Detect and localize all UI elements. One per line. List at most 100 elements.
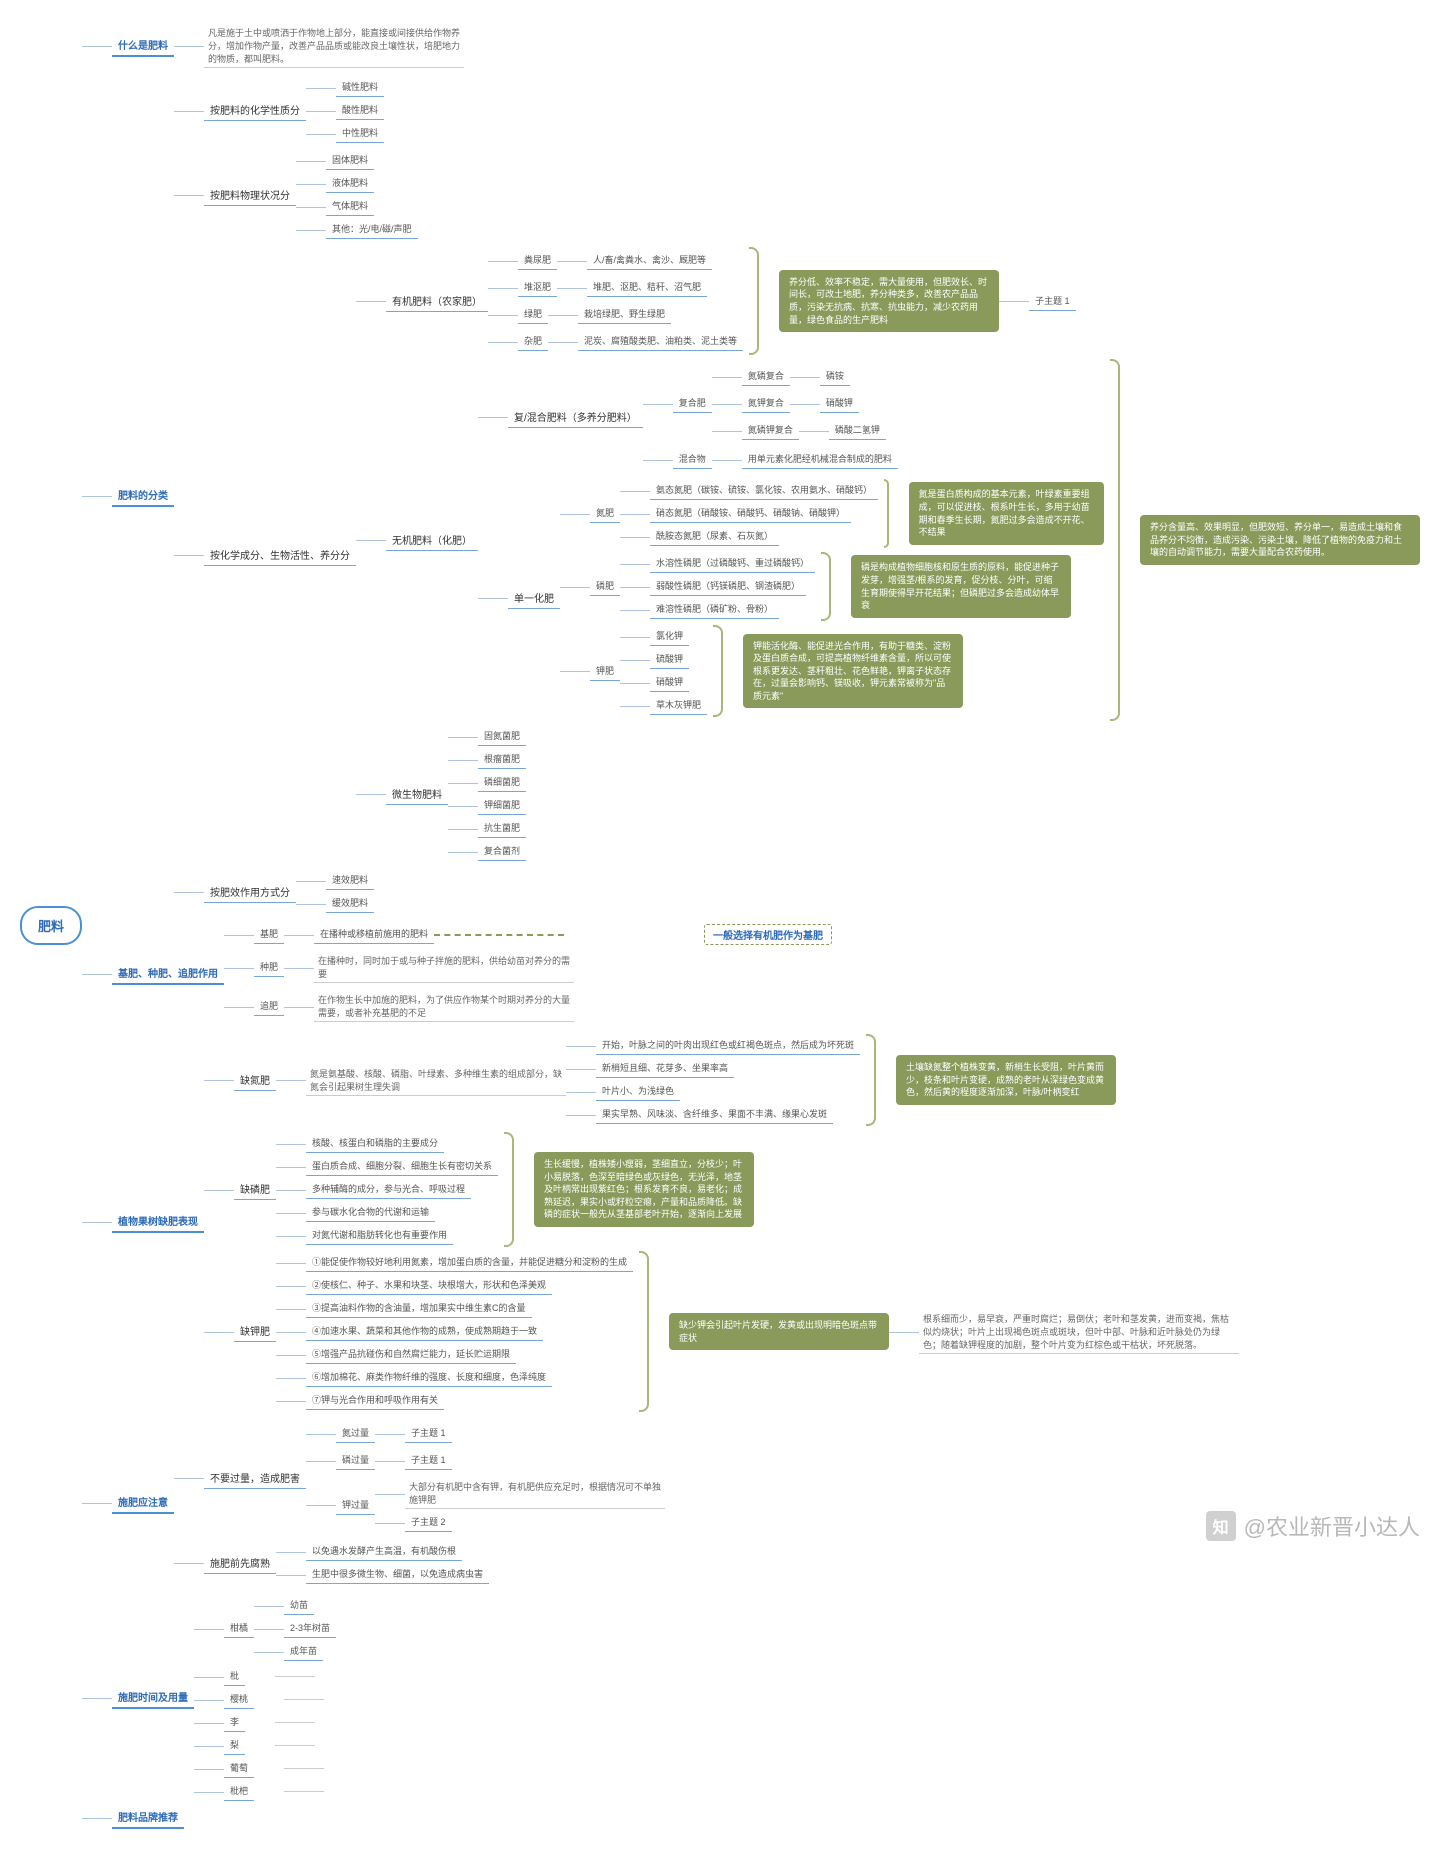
o3[interactable]: 梨: [224, 1736, 245, 1755]
ca-r2k[interactable]: 钾过量: [336, 1496, 375, 1515]
chem-2[interactable]: 中性肥料: [336, 124, 384, 143]
def-n-note: 土壤缺氮整个植株变黄，新梢生长受阻，叶片黄而少，枝条和叶片变硬，成熟的老叶从深绿…: [896, 1055, 1116, 1105]
by-comp[interactable]: 按化学成分、生物活性、养分分: [204, 545, 356, 566]
by-phys[interactable]: 按肥料物理状况分: [204, 185, 296, 206]
n-r1: 硝态氮肥（硝酸铵、硝酸钙、硝酸钠、硝酸钾）: [650, 504, 851, 523]
o5[interactable]: 枇杷: [224, 1782, 254, 1801]
branch-caution: 施肥应注意 不要过量，造成肥害 氮过量子主题 1 磷过量子主题 1 钾过量 大部…: [112, 1418, 1420, 1588]
o2[interactable]: 李: [224, 1713, 245, 1732]
caution-a[interactable]: 不要过量，造成肥害: [204, 1468, 306, 1489]
by-chem[interactable]: 按肥料的化学性质分: [204, 100, 306, 121]
k-fert[interactable]: 钾肥: [590, 662, 620, 681]
o1[interactable]: 樱桃: [224, 1690, 254, 1709]
sec-deficiency[interactable]: 植物果树缺肥表现: [112, 1211, 204, 1233]
org-r0k[interactable]: 粪尿肥: [518, 251, 557, 270]
sp0[interactable]: 速效肥料: [326, 871, 374, 890]
o4[interactable]: 葡萄: [224, 1759, 254, 1778]
p-r1: 弱酸性磷肥（钙镁磷肥、钢渣磷肥）: [650, 577, 806, 596]
k-r2: 硝酸钾: [650, 673, 689, 692]
comp-a[interactable]: 复合肥: [673, 394, 712, 413]
dk-0: ①能促使作物较好地利用氮素，增加蛋白质的含量，并能促进糖分和淀粉的生成: [306, 1253, 633, 1272]
organic-tail[interactable]: 子主题 1: [1029, 292, 1076, 311]
m1[interactable]: 根瘤菌肥: [478, 750, 526, 769]
highlight-link[interactable]: 一般选择有机肥作为基肥: [704, 924, 832, 945]
organic-note: 养分低、效率不稳定，需大量使用，但肥效长、时间长，可改土地肥，养分种类多，改善农…: [779, 270, 999, 332]
org-r1v: 堆肥、沤肥、秸秆、沼气肥: [587, 278, 707, 297]
sec-timing[interactable]: 施肥时间及用量: [112, 1687, 194, 1709]
ca-r2k[interactable]: 氮磷钾复合: [742, 421, 799, 440]
single[interactable]: 单一化肥: [508, 588, 560, 609]
k-r3: 草木灰钾肥: [650, 696, 707, 715]
bracket-icon: [866, 1034, 876, 1126]
branch-what-is: 什么是肥料 凡是施于土中或喷洒于作物地上部分，能直接或间接供给作物养分，增加作物…: [112, 22, 1420, 70]
org-r3k[interactable]: 杂肥: [518, 332, 548, 351]
def-k[interactable]: 缺钾肥: [234, 1321, 276, 1342]
chem-1[interactable]: 酸性肥料: [336, 101, 384, 120]
dk-1: ②使核仁、种子、水果和块茎、块根增大，形状和色泽美观: [306, 1276, 552, 1295]
ca-r0v: 子主题 1: [405, 1424, 452, 1443]
org-r2k[interactable]: 绿肥: [518, 305, 548, 324]
m0[interactable]: 固氮菌肥: [478, 727, 526, 746]
phys-2[interactable]: 气体肥料: [326, 197, 374, 216]
stub: [275, 1676, 315, 1677]
cit-2[interactable]: 成年苗: [284, 1642, 323, 1661]
u-r2k[interactable]: 追肥: [254, 997, 284, 1016]
compound[interactable]: 复/混合肥料（多养分肥料）: [508, 407, 643, 428]
citrus[interactable]: 柑橘: [224, 1619, 254, 1638]
def-p-note: 生长缓慢，植株矮小瘦弱，茎细直立，分枝少；叶小易脱落，色深至暗绿色或灰绿色，无光…: [534, 1152, 754, 1227]
o0[interactable]: 枇: [224, 1667, 245, 1686]
p-r2: 难溶性磷肥（磷矿粉、骨粉）: [650, 600, 779, 619]
u-r0k[interactable]: 基肥: [254, 925, 284, 944]
inorganic[interactable]: 无机肥料（化肥）: [386, 530, 478, 551]
def-k-mid: 缺少钾会引起叶片发硬，发黄或出现明暗色斑点带症状: [669, 1313, 889, 1350]
ca-r1v: 子主题 1: [405, 1451, 452, 1470]
comp-b[interactable]: 混合物: [673, 450, 712, 469]
m5[interactable]: 复合菌剂: [478, 842, 526, 861]
phys-0[interactable]: 固体肥料: [326, 151, 374, 170]
ca-r1k[interactable]: 磷过量: [336, 1451, 375, 1470]
stub: [275, 1722, 315, 1723]
k-note: 钾能活化酶、能促进光合作用，有助于糖类、淀粉及蛋白质合成，可提高植物纤维素含量，…: [743, 634, 963, 709]
n-fert[interactable]: 氮肥: [590, 504, 620, 523]
bracket-icon: [713, 625, 723, 717]
u-r1k[interactable]: 种肥: [254, 958, 284, 977]
root-node[interactable]: 肥料: [20, 906, 82, 945]
dk-2: ③提高油料作物的含油量，增加果实中维生素C的含量: [306, 1299, 532, 1318]
ca-r0k[interactable]: 氮磷复合: [742, 367, 790, 386]
dk-5: ⑥增加棉花、麻类作物纤维的强度、长度和细度，色泽纯度: [306, 1368, 552, 1387]
bracket-icon: [1110, 359, 1120, 721]
by-speed[interactable]: 按肥效作用方式分: [204, 882, 296, 903]
organic[interactable]: 有机肥料（农家肥）: [386, 291, 488, 312]
caution-b[interactable]: 施肥前先腐熟: [204, 1553, 276, 1574]
sp1[interactable]: 缓效肥料: [326, 894, 374, 913]
microbe[interactable]: 微生物肥料: [386, 784, 448, 805]
dp-4: 对氮代谢和脂肪转化也有重要作用: [306, 1226, 453, 1245]
ca-r0k[interactable]: 氮过量: [336, 1424, 375, 1443]
def-k-note: 根系细而少，易早衰，严重时腐烂；易倒伏；老叶和茎发黄，进而变褐，焦枯似灼烧状；叶…: [919, 1310, 1239, 1354]
ca-r1k[interactable]: 氮钾复合: [742, 394, 790, 413]
def-n[interactable]: 缺氮肥: [234, 1070, 276, 1091]
ca-r2v1: 大部分有机肥中含有钾，有机肥供应充足时，根据情况可不单独施钾肥: [405, 1478, 665, 1509]
chem-0[interactable]: 碱性肥料: [336, 78, 384, 97]
sec-what-is[interactable]: 什么是肥料: [112, 35, 174, 57]
org-r2v: 栽培绿肥、野生绿肥: [578, 305, 671, 324]
sec-classify[interactable]: 肥料的分类: [112, 485, 174, 507]
watermark: 知 @农业新晋小达人: [1206, 1510, 1420, 1542]
m4[interactable]: 抗生菌肥: [478, 819, 526, 838]
sec-usage[interactable]: 基肥、种肥、追肥作用: [112, 963, 224, 985]
sec-brand[interactable]: 肥料品牌推荐: [112, 1807, 184, 1829]
p-fert[interactable]: 磷肥: [590, 577, 620, 596]
phys-1[interactable]: 液体肥料: [326, 174, 374, 193]
def-n-head: 氮是氨基酸、核酸、磷脂、叶绿素、多种维生素的组成部分，缺氮会引起果树生理失调: [306, 1065, 566, 1096]
sec-caution[interactable]: 施肥应注意: [112, 1492, 174, 1514]
branch-usage: 基肥、种肥、追肥作用 基肥 在播种或移植前施用的肥料 一般选择有机肥作为基肥 种…: [112, 921, 1420, 1026]
m3[interactable]: 钾细菌肥: [478, 796, 526, 815]
cit-1[interactable]: 2-3年树苗: [284, 1619, 336, 1638]
n-r2: 酰胺态氮肥（尿素、石灰氮）: [650, 527, 779, 546]
org-r1k[interactable]: 堆沤肥: [518, 278, 557, 297]
phys-3[interactable]: 其他：光/电/磁/声肥: [326, 220, 418, 239]
org-r0v: 人/畜/禽粪水、禽沙、厩肥等: [587, 251, 712, 270]
def-p[interactable]: 缺磷肥: [234, 1179, 276, 1200]
m2[interactable]: 磷细菌肥: [478, 773, 526, 792]
cit-0[interactable]: 幼苗: [284, 1596, 314, 1615]
